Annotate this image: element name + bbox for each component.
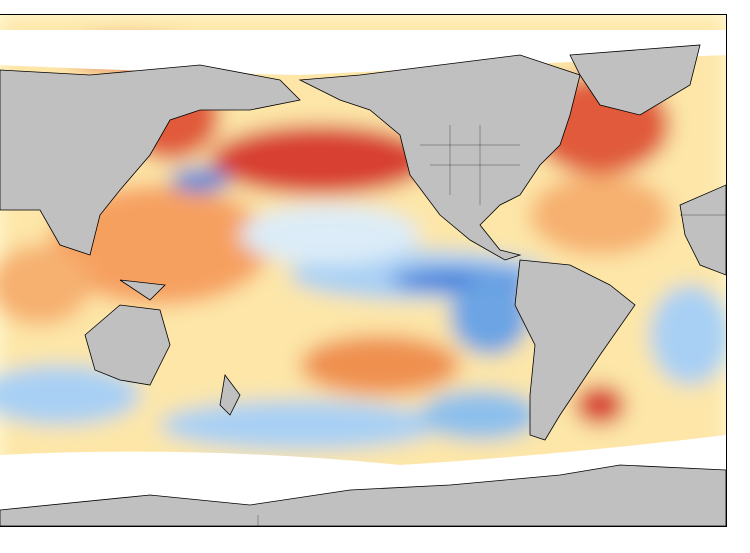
landmass-new-zealand (219, 374, 241, 416)
landmass-north-america (298, 54, 581, 261)
landmass-antarctica (0, 464, 726, 526)
warm-anomaly-south-pacific (300, 335, 460, 395)
landmass-africa (679, 184, 726, 276)
sst-anomaly-map (0, 14, 727, 527)
landmass-greenland (569, 44, 701, 116)
landmass-south-america (514, 259, 636, 441)
warm-anomaly-north-pacific (210, 125, 430, 195)
landmass-asia (0, 64, 301, 256)
land-layer (0, 44, 726, 526)
landmass-australia (84, 304, 171, 386)
warm-anomaly-west-pacific (50, 185, 270, 305)
cool-anomaly-southern-ocean (160, 400, 440, 450)
map-canvas (0, 15, 726, 526)
graticule-borders (257, 125, 726, 526)
landmass-new-guinea (119, 279, 166, 301)
